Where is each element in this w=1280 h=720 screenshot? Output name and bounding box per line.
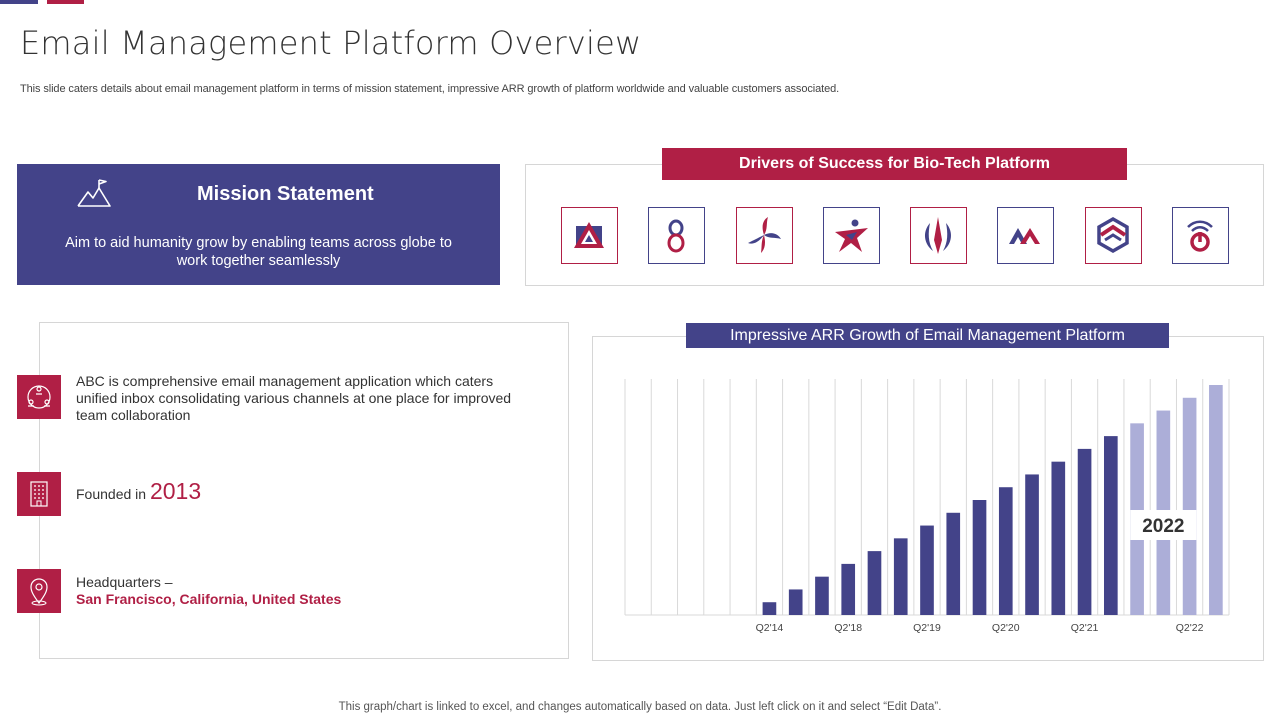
triangle-logo [561, 207, 618, 264]
star-figure-logo [823, 207, 880, 264]
bar [920, 525, 934, 615]
mountain-flag-icon [77, 179, 111, 207]
mission-text: Aim to aid humanity grow by enabling tea… [65, 235, 452, 269]
hq-label: Headquarters – [76, 574, 173, 590]
figure-eight-logo [648, 207, 705, 264]
founded-label: Founded in [76, 486, 147, 502]
hq-value: San Francisco, California, United States [76, 591, 342, 607]
x-tick-label: Q2'20 [992, 622, 1020, 634]
founded-year: 2013 [149, 478, 202, 504]
bar [1077, 448, 1092, 615]
bar [815, 576, 829, 615]
bar [1103, 436, 1118, 615]
triple-swirl-logo [736, 207, 793, 264]
bar [867, 551, 882, 615]
x-tick-label: Q2'19 [913, 622, 941, 634]
bar [998, 487, 1013, 615]
hexagon-chevron-logo [1085, 207, 1142, 264]
headquarters-info: Headquarters – San Francisco, California… [76, 574, 341, 608]
bar [893, 538, 908, 615]
x-tick-label: Q2'21 [1071, 622, 1099, 634]
x-tick-label: Q2'22 [1176, 622, 1204, 634]
bar [788, 589, 803, 615]
power-wave-logo [1172, 207, 1229, 264]
mission-card: Mission Statement Aim to aid humanity gr… [17, 164, 500, 285]
wing-blade-logo [910, 207, 967, 264]
bar [972, 500, 987, 615]
footnote: This graph/chart is linked to excel, and… [338, 701, 942, 713]
mission-title: Mission Statement [197, 183, 374, 205]
bar [762, 602, 777, 615]
location-pin-icon [17, 569, 61, 613]
arr-bar-chart: Q2'14 Q2'18 Q2'19 Q2'20 Q2'21 Q2'22 2022 [624, 379, 1230, 634]
drivers-header: Drivers of Success for Bio-Tech Platform [662, 148, 1127, 180]
building-icon [17, 472, 61, 516]
team-network-icon [17, 375, 61, 419]
page-title: Email Management Platform Overview [20, 24, 642, 62]
highlight-label-box [1130, 510, 1197, 540]
bar [1025, 474, 1039, 615]
page-subtitle: This slide caters details about email ma… [20, 83, 840, 95]
corner-accent-red [47, 0, 84, 4]
bar [946, 512, 961, 615]
x-tick-label: Q2'14 [756, 622, 784, 634]
x-tick-label: Q2'18 [834, 622, 862, 634]
founded-info: Founded in 2013 [76, 480, 201, 503]
bar [841, 563, 856, 615]
bar [1182, 397, 1197, 615]
drivers-panel [525, 164, 1264, 286]
corner-accent-blue [0, 0, 38, 4]
bar [1209, 385, 1223, 615]
highlight-year-label: 2022 [1142, 516, 1184, 537]
company-description: ABC is comprehensive email management ap… [76, 373, 512, 423]
double-peak-logo [997, 207, 1054, 264]
bar [1051, 461, 1066, 615]
chart-title: Impressive ARR Growth of Email Managemen… [686, 323, 1169, 348]
